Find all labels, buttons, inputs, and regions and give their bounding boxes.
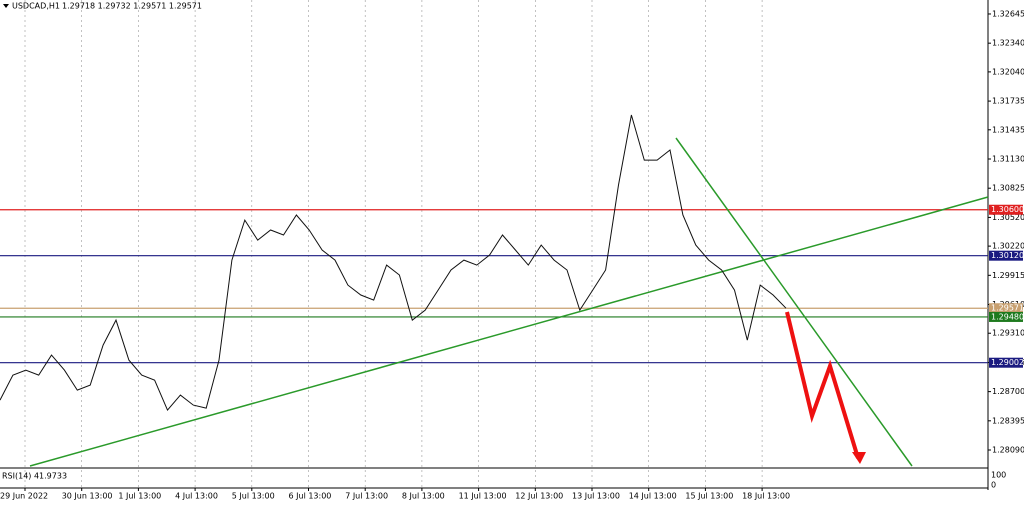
- forecast-path: [785, 311, 860, 459]
- indicator-tick: 0: [991, 481, 996, 490]
- level-tag: [989, 250, 1023, 261]
- x-tick-label: 1 Jul 13:00: [118, 492, 161, 501]
- y-tick-label: 1.31735: [992, 97, 1024, 106]
- x-tick-label: 15 Jul 13:00: [685, 492, 733, 501]
- x-tick-label: 14 Jul 13:00: [629, 492, 677, 501]
- level-tag: [989, 311, 1023, 322]
- symbol-menu[interactable]: [3, 4, 9, 8]
- x-tick-label: 13 Jul 13:00: [572, 492, 620, 501]
- trendline-up: [29, 196, 989, 467]
- level-label: 1.29571: [991, 304, 1024, 313]
- x-tick-label: 8 Jul 13:00: [402, 492, 445, 501]
- x-tick-label: 12 Jul 13:00: [515, 492, 563, 501]
- level-label: 1.30120: [991, 251, 1024, 260]
- x-tick-label: 5 Jul 13:00: [232, 492, 275, 501]
- level-label: 1.29002: [991, 358, 1024, 367]
- level-label: 1.30600: [991, 205, 1024, 214]
- level-tag: [989, 303, 1023, 314]
- trendline-down: [675, 137, 913, 467]
- y-tick-label: 1.29310: [992, 329, 1024, 338]
- y-tick-label: 1.28395: [992, 416, 1024, 425]
- y-tick-label: 1.30825: [992, 184, 1024, 193]
- y-tick-label: 1.32040: [992, 67, 1024, 76]
- forecast-arrows: [785, 311, 866, 464]
- x-tick-label: 29 Jun 2022: [0, 492, 48, 501]
- level-tag: [989, 204, 1023, 215]
- x-tick-label: 18 Jul 13:00: [742, 492, 790, 501]
- indicator-tick: 100: [991, 471, 1006, 480]
- chart-title: USDCAD,H1: [12, 2, 60, 11]
- x-tick-label: 11 Jul 13:00: [459, 492, 507, 501]
- series: [0, 114, 787, 412]
- y-tick-label: 1.28090: [992, 446, 1024, 455]
- y-tick-label: 1.29915: [992, 271, 1024, 280]
- arrow-head: [852, 452, 866, 464]
- y-tick-label: 1.30520: [992, 213, 1024, 222]
- indicator-label: RSI(14) 41.9733: [2, 472, 67, 481]
- y-tick-label: 1.32645: [992, 9, 1024, 18]
- x-tick-label: 7 Jul 13:00: [345, 492, 388, 501]
- y-tick-label: 1.32340: [992, 39, 1024, 48]
- x-tick-label: 30 Jun 13:00: [62, 492, 113, 501]
- y-tick-label: 1.31130: [992, 155, 1024, 164]
- x-tick-label: 4 Jul 13:00: [175, 492, 218, 501]
- y-tick-label: 1.31435: [992, 125, 1024, 134]
- level-tag: [989, 357, 1023, 368]
- y-tick-label: 1.28700: [992, 387, 1024, 396]
- price-line: [0, 114, 787, 412]
- y-tick-label: 1.30220: [992, 242, 1024, 251]
- ohlc: 1.29718 1.29732 1.29571 1.29571: [62, 2, 202, 11]
- x-tick-label: 6 Jul 13:00: [289, 492, 332, 501]
- level-label: 1.29480: [991, 312, 1024, 321]
